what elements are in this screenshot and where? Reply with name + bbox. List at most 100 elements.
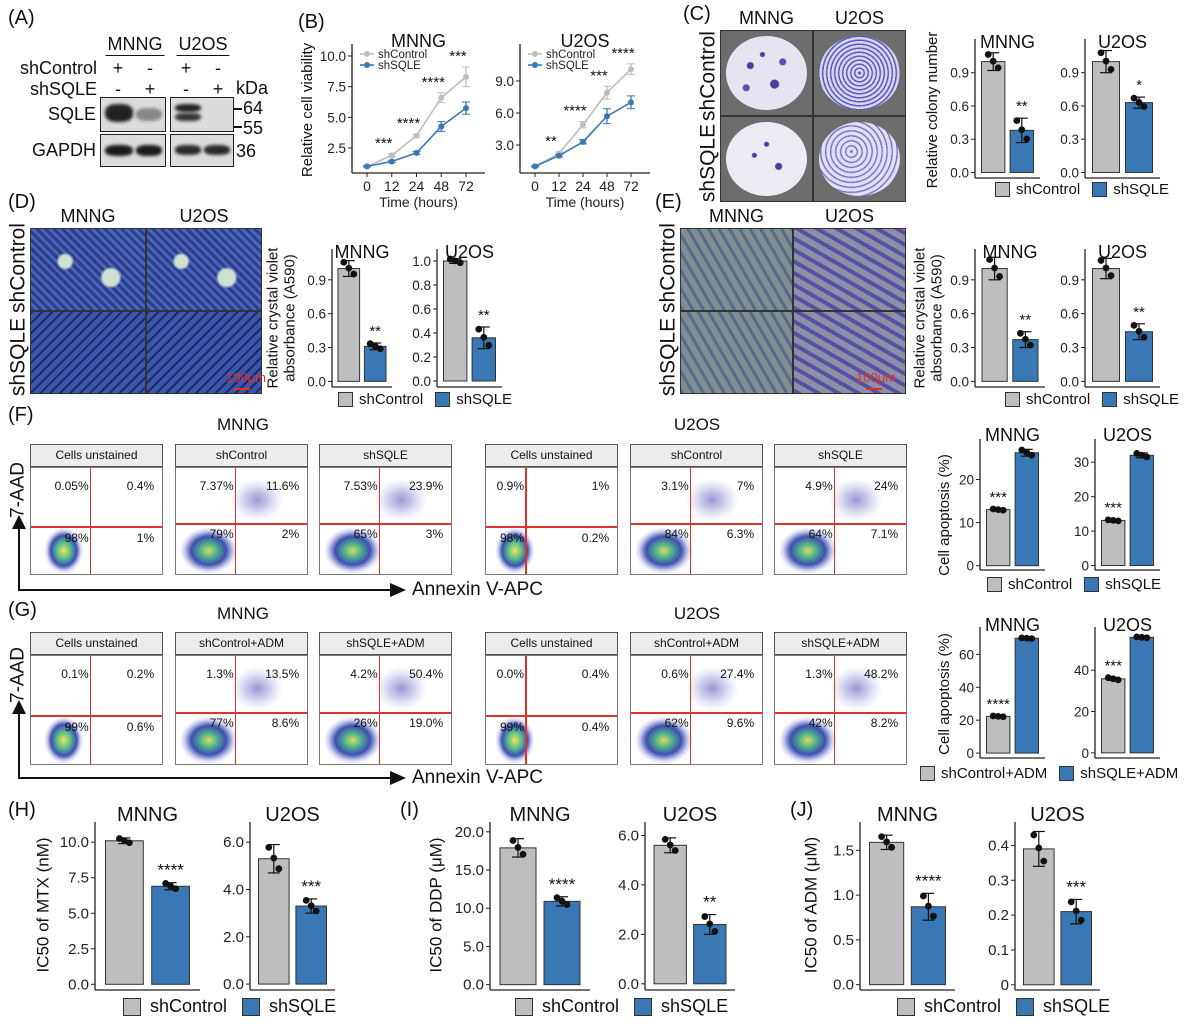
x-axis-label: Annexin V-APC	[412, 767, 543, 788]
y-tick-label: 0.6	[412, 302, 431, 317]
significance-stars: **	[478, 307, 490, 324]
x-tick-label: 0	[363, 178, 371, 194]
replicate-dot	[514, 844, 522, 851]
data-point	[438, 123, 445, 130]
y-tick-label: 4.0	[618, 877, 639, 894]
bar-shsqle+adm	[1129, 636, 1154, 754]
significance-stars: **	[703, 893, 717, 912]
sign: -	[115, 79, 121, 99]
y-tick-label: 7.5	[68, 870, 89, 887]
significance-stars: ***	[1104, 500, 1122, 517]
replicate-dot	[275, 865, 283, 873]
y-tick-label: 0.3	[1060, 341, 1079, 356]
significance-stars: ***	[989, 489, 1007, 506]
replicate-dot	[994, 712, 1002, 720]
significance-stars: ****	[397, 115, 421, 132]
flow-scatter-plot: 7.53% 23.9% 65% 3%	[319, 467, 452, 575]
y-tick-label: 10	[1074, 524, 1089, 539]
significance-stars: **	[1020, 312, 1032, 329]
quadrant-gate-horizontal	[31, 715, 162, 717]
quadrant-lower-right: 8.2%	[870, 716, 899, 731]
replicate-dot	[1028, 451, 1036, 459]
replicate-dot	[996, 273, 1003, 280]
replicate-dot	[1018, 634, 1026, 642]
significance-stars: **	[1133, 304, 1145, 321]
replicate-dot	[519, 850, 527, 858]
quadrant-lower-left: 65%	[353, 527, 378, 542]
flow-scatter-plot: 3.1% 7% 84% 6.3%	[630, 467, 763, 575]
quadrant-lower-right: 8.6%	[271, 716, 300, 731]
replicate-dot	[1040, 857, 1048, 865]
legend-label: shControl	[546, 49, 595, 61]
significance-stars: **	[545, 133, 557, 150]
replicate-dot	[485, 341, 493, 349]
bar-shsqle	[543, 900, 581, 986]
x-axis-title: Time (hours)	[379, 194, 458, 210]
marker-55: 55	[243, 118, 264, 138]
replicate-dot	[991, 264, 998, 272]
replicate-dot	[1027, 341, 1034, 349]
legend-label: shSQLE+ADM	[1080, 765, 1179, 782]
y-tick-label: 0.0	[950, 165, 969, 180]
y-tick-label: 2.0	[618, 926, 639, 943]
legend-label: shControl	[924, 996, 1002, 1016]
column-header: U2OS	[824, 206, 875, 226]
x-axis-arrow-line	[18, 777, 393, 779]
quadrant-lower-left: 42%	[808, 716, 833, 731]
replicate-dot	[883, 838, 890, 846]
chart-d-mnng: 0.0 0.3 0.6 0.9 **	[307, 249, 392, 389]
quadrant-gate-horizontal	[631, 712, 762, 714]
bar-shcontrol	[986, 509, 1011, 567]
quadrant-gate-horizontal	[176, 712, 307, 714]
replicate-dot	[1018, 126, 1026, 134]
panel-label: (B)	[298, 11, 325, 33]
scale-bar	[866, 388, 882, 390]
quadrant-gate-vertical	[234, 656, 237, 764]
bar-shcontrol	[1092, 268, 1120, 382]
y-axis-title: Relative cell viability	[298, 42, 316, 178]
replicate-dot	[553, 894, 561, 902]
replicate-dot	[558, 897, 566, 905]
y-tick-label: 10.0	[60, 834, 89, 851]
protein-band	[175, 145, 201, 155]
replicate-dot	[1130, 94, 1138, 102]
legend-label: shControl	[1016, 181, 1081, 198]
replicate-dot	[994, 506, 1002, 514]
y-tick-label: 20	[1074, 490, 1089, 505]
gapdh-blot-mnng	[100, 134, 166, 167]
y-tick-label: 0.6	[1060, 99, 1079, 114]
blot-label-sqle: SQLE	[47, 104, 96, 124]
y-tick-label: 0	[966, 746, 974, 761]
quadrant-lower-right: 1%	[136, 530, 155, 545]
significance-stars: *	[1136, 77, 1142, 94]
replicate-dot	[376, 345, 384, 353]
bar-shsqle	[1012, 339, 1039, 382]
protein-band	[136, 108, 162, 121]
flow-scatter-plot: 4.9% 24% 64% 7.1%	[774, 467, 907, 575]
y-tick-label: 0.9	[307, 273, 326, 288]
x-tick-label: 48	[599, 178, 615, 194]
x-axis-arrow-line	[18, 589, 393, 591]
quadrant-lower-left: 98%	[64, 530, 89, 545]
y-tick-label: 6.0	[223, 834, 244, 851]
marker-64: 64	[243, 98, 264, 118]
legend-label: shSQLE	[661, 996, 729, 1016]
y-tick-label: 0.0	[950, 374, 969, 389]
y-axis-arrow-line	[18, 525, 20, 590]
y-tick-label: 0	[1081, 559, 1089, 574]
flow-group-title: U2OS	[673, 415, 721, 434]
replicate-dot	[456, 259, 464, 267]
y-tick-label: 0.0	[307, 374, 326, 389]
data-point	[438, 94, 445, 101]
y-tick-label: 10.0	[320, 49, 346, 64]
y-axis-title: Cell apoptosis (%)	[935, 633, 953, 755]
colony-plate-image	[813, 116, 906, 202]
y-axis-arrowhead-icon	[12, 700, 26, 714]
marker-tick	[234, 108, 242, 110]
y-tick-label: 0.3	[307, 341, 326, 356]
replicate-dot	[1028, 635, 1036, 643]
replicate-dot	[1143, 453, 1151, 461]
chart-title: U2OS	[1097, 242, 1148, 262]
replicate-dot	[509, 837, 517, 844]
